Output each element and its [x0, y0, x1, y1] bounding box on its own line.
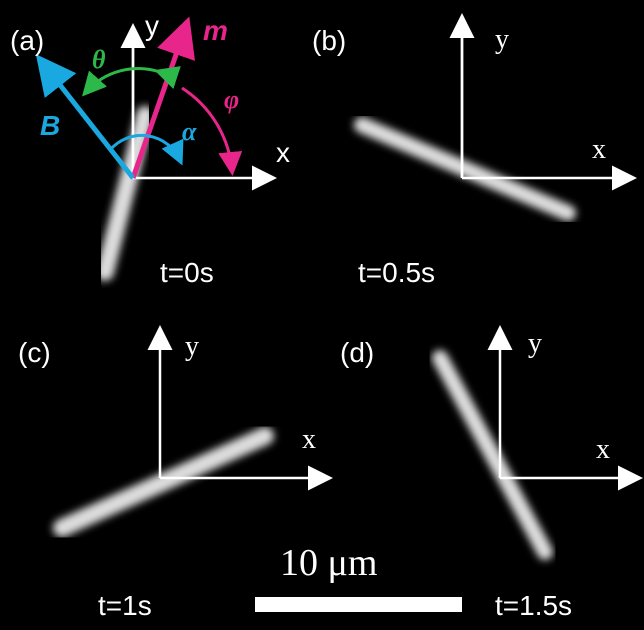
axis-label: x: [302, 424, 316, 455]
axes: [120, 13, 643, 491]
angle-label: θ: [92, 45, 106, 74]
rod: [354, 117, 576, 221]
axis-label: x: [592, 134, 606, 165]
axis-label: y: [185, 331, 199, 362]
axis-label: y: [145, 10, 159, 41]
panel-label: (d): [340, 337, 374, 368]
vector-label: B: [40, 110, 60, 141]
angle-label: φ: [224, 85, 239, 114]
panel-label: (c): [18, 337, 51, 368]
time-label: t=1.5s: [495, 590, 572, 621]
panel-label: (b): [312, 25, 346, 56]
panel-label: (a): [10, 25, 44, 56]
scale-bar: [255, 597, 462, 612]
rod: [96, 106, 154, 281]
angle-label: α: [182, 117, 197, 146]
rod: [53, 427, 274, 537]
axis-label: x: [276, 137, 290, 168]
axis-label: x: [596, 434, 610, 465]
time-label: t=1s: [98, 590, 152, 621]
axis-label: y: [528, 328, 542, 359]
time-label: t=0.5s: [358, 257, 435, 288]
vectors: [35, 16, 243, 180]
vector-label: m: [203, 15, 228, 46]
time-label: t=0s: [160, 257, 214, 288]
rod: [432, 350, 553, 560]
axis-label: y: [495, 24, 509, 55]
scale-bar-label: 10 μm: [280, 542, 377, 584]
